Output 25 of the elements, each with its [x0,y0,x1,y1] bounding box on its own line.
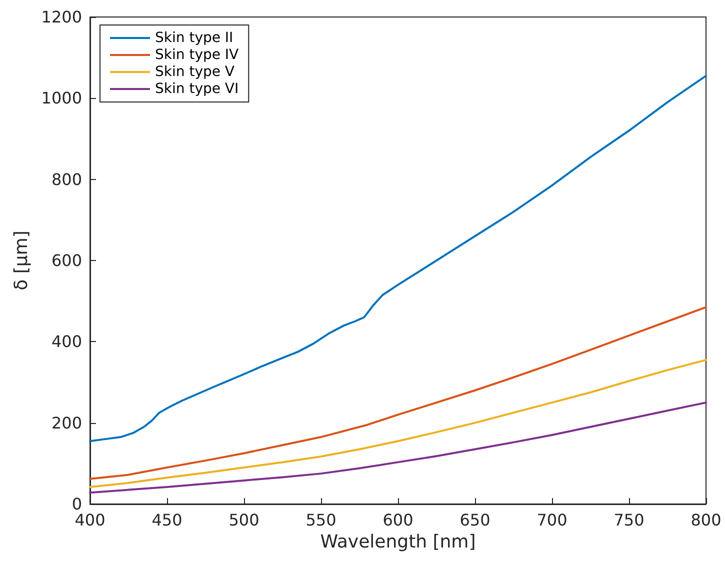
x-tick-label: 750 [614,510,644,530]
x-tick-label: 500 [228,510,260,530]
legend-label: Skin type V [155,64,235,80]
y-axis-title: δ [μm] [10,230,32,290]
x-tick-label: 550 [306,510,336,530]
y-tick-label: 1000 [41,88,82,108]
y-tick-label: 0 [72,494,82,514]
y-tick-label: 200 [51,413,82,432]
x-axis-title: Wavelength [nm] [320,531,476,552]
y-tick-label: 600 [51,251,82,270]
legend-label: Skin type IV [155,47,240,63]
x-tick-label: 650 [460,510,490,530]
x-tick-label: 600 [382,510,414,530]
y-tick-label: 400 [51,332,82,352]
x-tick-label: 450 [152,510,182,530]
x-tick-label: 700 [536,510,568,530]
line-series [89,306,707,480]
y-tick-label: 1200 [41,8,82,26]
y-tick-label: 800 [51,170,82,189]
line-series [89,358,707,488]
line-series [89,402,707,494]
legend-label: Skin type VI [155,81,239,97]
x-tick-label: 800 [690,510,722,530]
x-tick-label: 400 [74,510,106,530]
legend-label: Skin type II [155,30,234,46]
